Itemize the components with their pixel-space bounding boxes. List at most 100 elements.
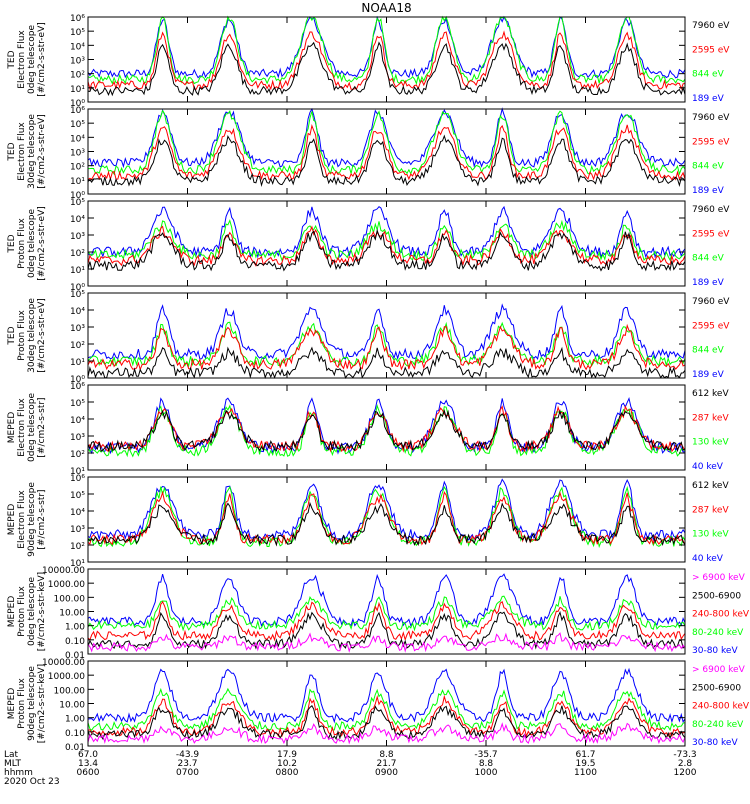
- legend-entry: 612 keV: [692, 481, 729, 491]
- series-line: [87, 41, 686, 97]
- y-tick-label: 10.00: [59, 701, 85, 711]
- series-line: [87, 323, 686, 371]
- y-tick-label: 10²: [70, 249, 85, 259]
- y-tick-label: 10.00: [59, 609, 85, 619]
- legend-entry: 612 keV: [692, 389, 729, 399]
- series-line: [87, 30, 686, 91]
- y-tick-label: 10³: [70, 433, 85, 443]
- y-tick-label: 10⁴: [70, 508, 85, 518]
- y-tick-label: 1000.00: [48, 672, 85, 682]
- x-tick-label: 67.0: [78, 750, 98, 760]
- y-tick-label: 10²: [70, 542, 85, 552]
- x-tick-label: -43.9: [176, 750, 200, 760]
- y-axis-label: [#/cm2-s-str-eV]: [37, 298, 47, 373]
- y-axis-label: 0deg telescope: [27, 393, 37, 463]
- legend-entry: 287 keV: [692, 413, 729, 423]
- series-line: [87, 219, 686, 262]
- y-tick-label: 10¹: [70, 358, 85, 368]
- series-line: [87, 667, 686, 724]
- legend-entry: 130 keV: [692, 438, 729, 448]
- y-axis-label: 30deg telescope: [27, 114, 37, 189]
- series-line: [87, 228, 686, 272]
- series-line: [87, 490, 686, 547]
- series-line: [87, 694, 686, 738]
- y-tick-label: 0.10: [65, 637, 85, 647]
- y-axis-label: 0deg telescope: [27, 25, 37, 95]
- y-tick-label: 1.00: [65, 715, 85, 725]
- series-line: [87, 705, 686, 741]
- legend-entry: 189 eV: [692, 94, 725, 104]
- legend-entry: 30-80 keV: [692, 646, 738, 656]
- legend-entry: 7960 eV: [692, 21, 730, 31]
- legend-entry: 80-240 keV: [692, 720, 744, 730]
- x-tick-label: 10.2: [277, 759, 297, 769]
- x-tick-label: 0800: [276, 768, 299, 778]
- series-line: [87, 134, 686, 188]
- y-tick-label: 10⁵: [70, 290, 85, 300]
- y-axis-label: Proton Flux: [17, 586, 27, 637]
- y-axis-label: [#/cm2-s-str]: [37, 397, 47, 457]
- y-axis-label: 30deg telescope: [27, 298, 37, 373]
- y-axis-label: [#/cm2-s-str-keV]: [37, 664, 47, 743]
- y-tick-label: 10⁶: [70, 474, 85, 484]
- y-tick-label: 10000.00: [42, 566, 85, 576]
- y-tick-label: 10⁴: [70, 134, 85, 144]
- x-tick-label: 0700: [176, 768, 199, 778]
- y-axis-label: Electron Flux: [17, 122, 27, 181]
- series-line: [87, 107, 686, 169]
- series-line: [88, 109, 686, 176]
- y-axis-label: 90deg telescope: [27, 666, 37, 741]
- y-tick-label: 10⁰: [70, 191, 85, 201]
- series-line: [87, 501, 686, 547]
- y-tick-label: 1.00: [65, 623, 85, 633]
- x-tick-label: 61.7: [575, 750, 595, 760]
- y-axis-label: 0deg telescope: [27, 577, 37, 647]
- panel-8: 0.01 0.10 1.00 10.00 100.00 1000.00 10000.00 ME…: [7, 658, 750, 753]
- y-tick-label: 10²: [70, 341, 85, 351]
- x-tick-label: 19.5: [575, 759, 595, 769]
- series-line: [87, 405, 686, 453]
- x-tick-label: 21.7: [376, 759, 396, 769]
- y-axis-label: Proton Flux: [17, 310, 27, 361]
- y-tick-label: 10³: [70, 525, 85, 535]
- date-label: 2020 Oct 23: [4, 777, 60, 787]
- panel-1: 10⁰ 10¹ 10² 10³ 10⁴ 10⁵ 10⁶ TED Electron Flux 0de…: [7, 14, 730, 109]
- x-row-label: hhmm: [4, 768, 33, 778]
- legend-entry: 240-800 keV: [692, 610, 750, 620]
- legend-entry: 7960 eV: [692, 205, 730, 215]
- series-line: [87, 124, 686, 181]
- legend-entry: 2500-6900: [692, 683, 741, 693]
- legend-entry: 844 eV: [692, 162, 725, 172]
- x-tick-label: 1000: [475, 768, 498, 778]
- legend-entry: 2595 eV: [692, 45, 730, 55]
- x-tick-label: 23.7: [177, 759, 197, 769]
- legend-entry: 189 eV: [692, 278, 725, 288]
- legend-entry: 80-240 keV: [692, 628, 744, 638]
- panel-frame: [87, 108, 686, 195]
- y-tick-label: 10¹: [70, 467, 85, 477]
- y-tick-label: 10⁰: [70, 283, 85, 293]
- y-tick-label: 10¹: [70, 177, 85, 187]
- legend-entry: 844 eV: [692, 346, 725, 356]
- panel-2: 10⁰ 10¹ 10² 10³ 10⁴ 10⁵ 10⁶ TED Electron Flux 30d…: [7, 106, 730, 201]
- x-tick-label: 8.8: [379, 750, 394, 760]
- y-tick-label: 10⁴: [70, 215, 85, 225]
- panel-7: 0.01 0.10 1.00 10.00 100.00 1000.00 10000.00 ME…: [7, 566, 750, 661]
- y-tick-label: 10³: [70, 324, 85, 334]
- y-axis-label: [#/cm2-s-str-eV]: [37, 22, 47, 97]
- series-line: [87, 632, 686, 653]
- x-tick-label: 1100: [574, 768, 597, 778]
- legend-entry: 2500-6900: [692, 591, 741, 601]
- y-tick-label: 0.01: [65, 651, 85, 661]
- x-tick-label: -73.3: [673, 750, 696, 760]
- y-tick-label: 10⁶: [70, 14, 85, 24]
- panel-4: 10⁰ 10¹ 10² 10³ 10⁴ 10⁵ TED Proton Flux 30deg te…: [7, 290, 730, 385]
- panel-frame: [87, 200, 686, 287]
- x-row-label: MLT: [4, 759, 22, 769]
- y-tick-label: 10⁴: [70, 307, 85, 317]
- y-axis-label: [#/cm2-s-str]: [37, 489, 47, 549]
- y-tick-label: 10⁵: [70, 198, 85, 208]
- y-axis-label: MEPED: [7, 688, 17, 720]
